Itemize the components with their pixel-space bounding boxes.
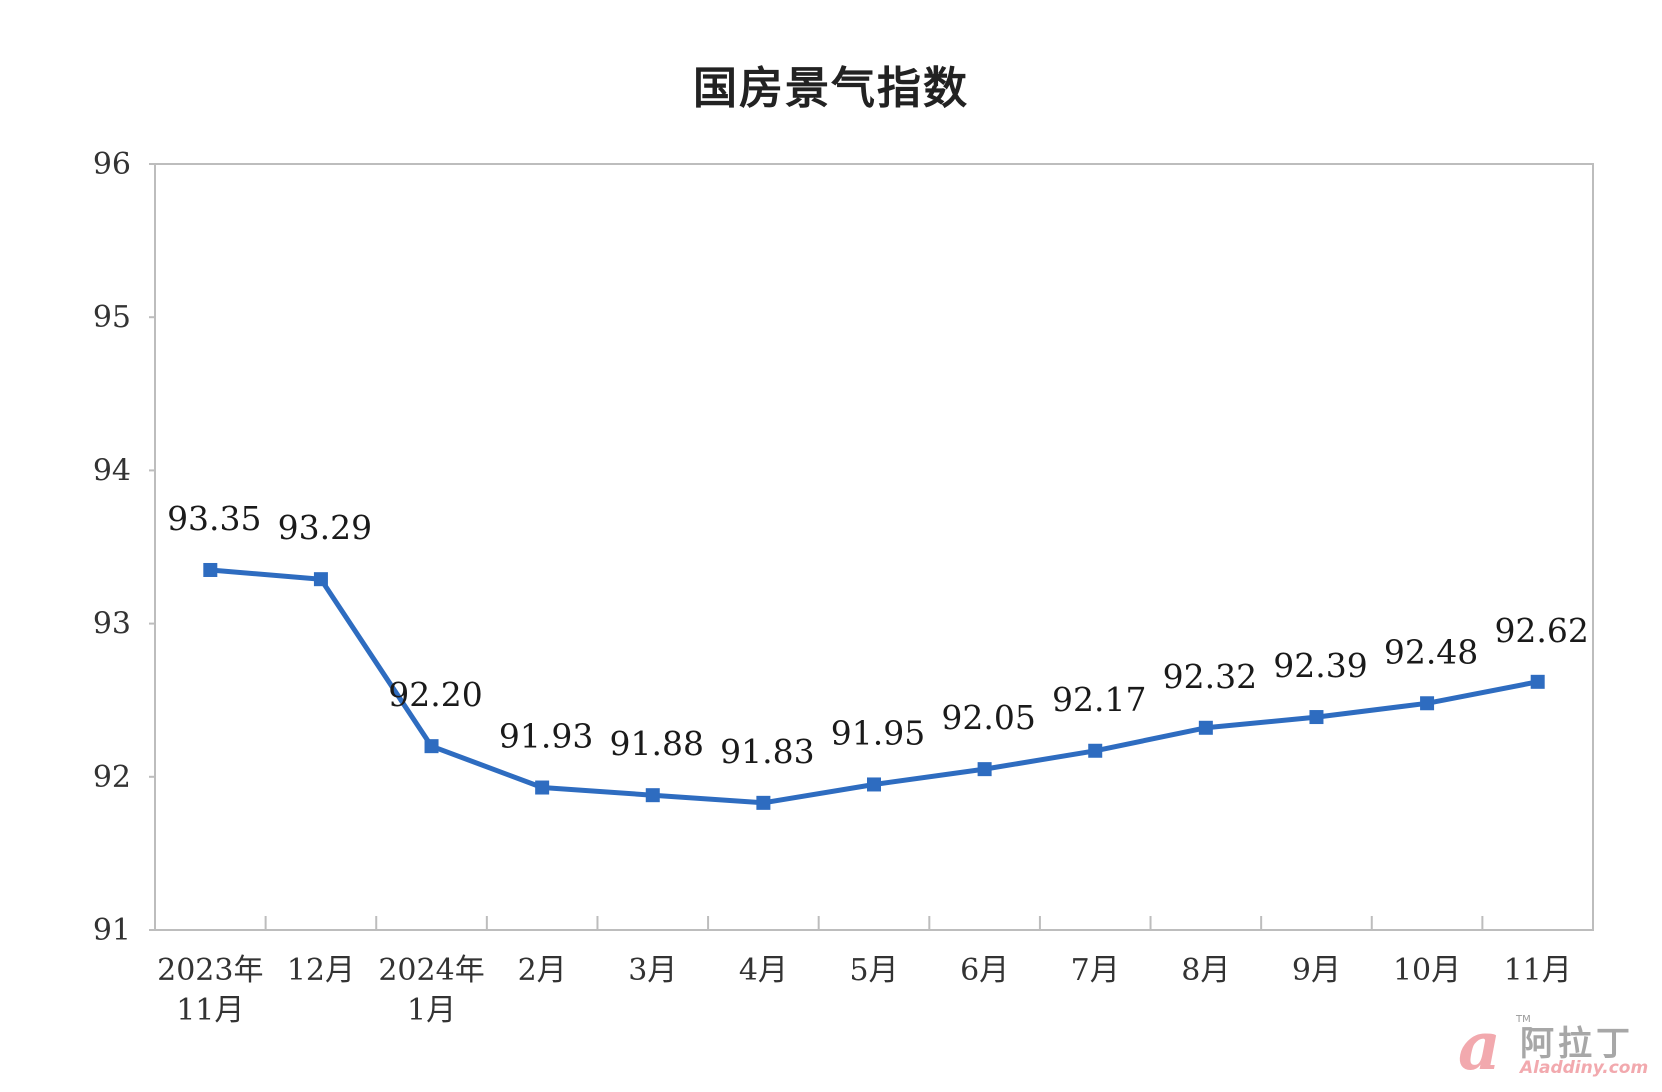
x-tick-label: 1月 [407,993,456,1028]
data-label: 93.29 [278,508,372,547]
series-marker [535,780,550,795]
data-label: 91.88 [610,724,704,763]
watermark-trademark: TM [1516,1014,1531,1025]
series-marker [424,739,439,754]
x-tick-label: 2024年 [378,953,484,988]
x-tick-label: 4月 [739,953,788,988]
y-tick-label: 95 [93,300,131,335]
x-tick-label: 12月 [287,953,355,988]
watermark-logo: a TM 阿拉丁 Aladdiny.com [1458,1007,1649,1085]
data-label: 91.95 [831,713,925,752]
x-tick-label: 10月 [1393,953,1461,988]
series-marker [756,795,771,810]
y-tick-label: 92 [93,760,131,795]
data-labels: 93.35 93.29 92.20 91.93 91.88 91.83 91.95 92.05… [167,499,1589,771]
series-marker [1530,674,1545,689]
x-tick-label: 7月 [1071,953,1120,988]
data-label: 92.48 [1384,632,1478,671]
watermark-a-icon: a [1458,1007,1501,1085]
x-tick-label: 11月 [176,993,244,1028]
series-marker [203,562,218,577]
data-label: 92.20 [388,675,482,714]
x-tick-label: 9月 [1292,953,1341,988]
chart-title: 国房景气指数 [693,63,969,114]
series-marker [977,762,992,777]
x-tick-label: 3月 [628,953,677,988]
x-tick-label: 6月 [960,953,1009,988]
y-tick-label: 96 [93,147,131,182]
data-label: 91.93 [499,717,593,756]
series-marker [313,572,328,587]
data-label: 92.17 [1052,680,1146,719]
series-marker [1088,743,1103,758]
data-label: 92.32 [1163,657,1257,696]
x-tick-label: 5月 [849,953,898,988]
series-marker [1420,696,1435,711]
data-label: 93.35 [167,499,261,538]
y-tick-label: 94 [93,453,131,488]
data-label: 91.83 [720,732,814,771]
x-tick-label: 8月 [1181,953,1230,988]
x-tick-label: 2月 [518,953,567,988]
x-tick-label: 11月 [1504,953,1572,988]
watermark-url: Aladdiny.com [1520,1058,1649,1078]
y-axis-tick-labels: 91 92 93 94 95 96 [93,147,155,948]
plot-area-frame [154,163,1594,931]
series-marker [867,777,881,792]
x-axis-tick-labels: 2023年 11月 12月 2024年 1月 2月 3月 4月 5月 6月 7月 8月 9月 10月 11月 [157,953,1572,1028]
watermark-name: 阿拉丁 [1520,1024,1634,1064]
x-axis-ticks [264,916,1484,930]
data-label: 92.05 [941,698,1035,737]
x-tick-label: 2023年 [157,953,263,988]
series-marker [1198,720,1213,735]
data-label: 92.39 [1273,646,1367,685]
series-marker [645,788,660,803]
series-markers [203,562,1545,810]
data-label: 92.62 [1494,611,1588,650]
y-tick-label: 93 [93,607,131,642]
series-marker [1309,710,1324,725]
y-tick-label: 91 [93,913,131,948]
